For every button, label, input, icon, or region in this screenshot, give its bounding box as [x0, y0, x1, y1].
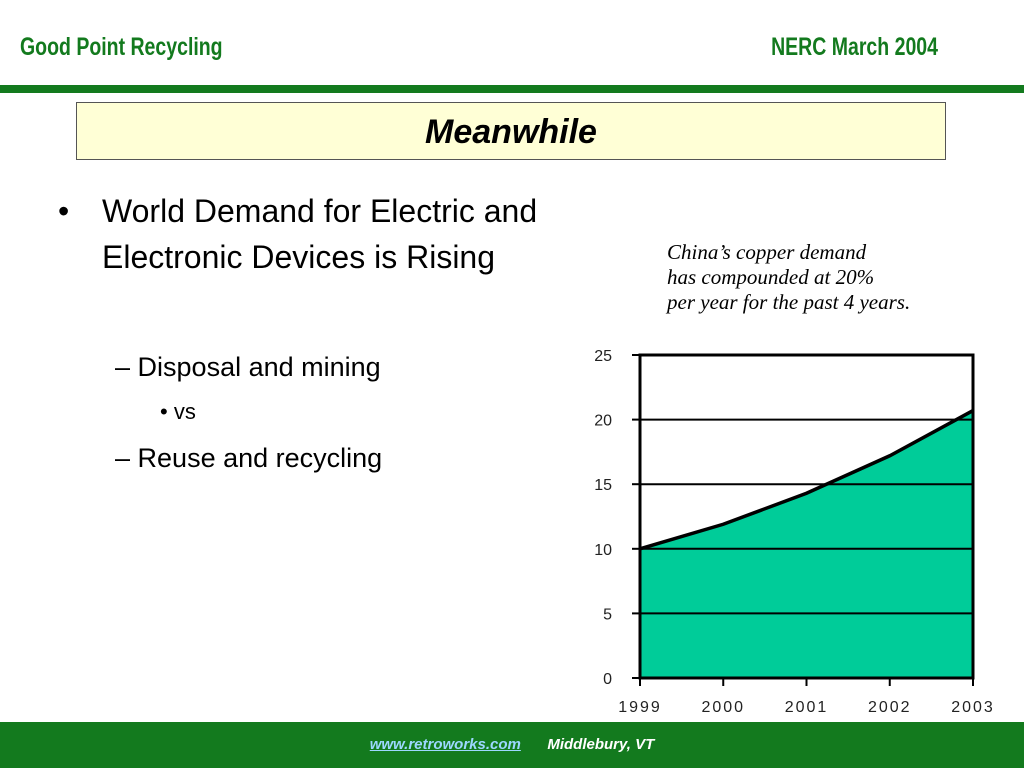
sub-sub-bullet-vs: • vs	[160, 398, 196, 426]
header-divider	[0, 85, 1024, 93]
sub-bullet-text: Disposal and mining	[137, 352, 381, 382]
sub-bullet-reuse: – Reuse and recycling	[115, 441, 382, 475]
copper-demand-chart: 0 5 10 15 20 25 1999 2000 2001 2002 2003	[594, 348, 995, 716]
dot-marker: •	[160, 399, 168, 424]
caption-line: China’s copper demand	[667, 240, 867, 264]
area-series-fill	[640, 410, 973, 678]
y-tick-label: 20	[594, 413, 612, 430]
header-org-name: Good Point Recycling	[20, 33, 223, 61]
caption-line: has compounded at 20%	[667, 265, 875, 289]
area-series-line	[639, 409, 974, 551]
x-tick-label: 2003	[951, 699, 995, 716]
bullet-marker: •	[58, 193, 70, 229]
x-tick-label: 2002	[868, 699, 912, 716]
x-tick-label: 2000	[701, 699, 745, 716]
x-tick-label: 2001	[785, 699, 829, 716]
y-tick-label: 10	[594, 542, 612, 559]
main-bullet: • World Demand for Electric and Electron…	[58, 188, 658, 280]
chart-caption: China’s copper demand has compounded at …	[667, 240, 987, 315]
footer-website-link[interactable]: www.retroworks.com	[369, 736, 521, 753]
sub-bullet-disposal: – Disposal and mining	[115, 350, 381, 384]
header-event: NERC March 2004	[771, 33, 938, 61]
main-bullet-text: World Demand for Electric and Electronic…	[102, 193, 538, 275]
footer-location: Middlebury, VT	[547, 736, 655, 753]
title-box: Meanwhile	[76, 102, 946, 160]
y-tick-label: 15	[594, 477, 612, 494]
x-tick-label: 1999	[618, 699, 662, 716]
footer-bar: www.retroworks.com Middlebury, VT	[0, 722, 1024, 768]
slide-title: Meanwhile	[425, 113, 597, 151]
y-tick-label: 5	[603, 606, 612, 623]
y-tick-label: 25	[594, 348, 612, 365]
caption-line: per year for the past 4 years.	[667, 290, 911, 314]
sub-sub-bullet-text: vs	[173, 399, 196, 424]
dash-marker: –	[115, 352, 131, 382]
sub-bullet-text: Reuse and recycling	[137, 443, 383, 473]
dash-marker: –	[115, 443, 131, 473]
y-tick-label: 0	[603, 671, 612, 688]
